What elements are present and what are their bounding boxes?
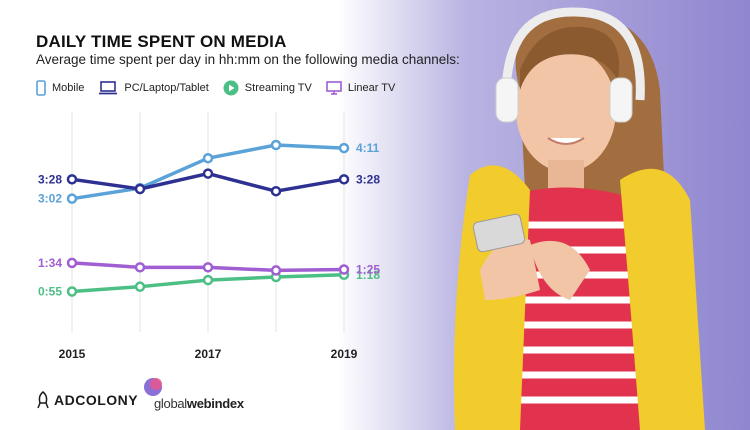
data-label-start-streaming-tv: 0:55 [38, 285, 62, 299]
legend-label-streaming: Streaming TV [244, 82, 312, 94]
data-point-mobile-2017 [202, 152, 214, 164]
data-point-linear-tv-2015 [66, 257, 78, 269]
data-point-streaming-tv-2017 [202, 274, 214, 286]
x-tick-label-2019: 2019 [331, 347, 358, 361]
data-point-pc-laptop-tablet-2015 [66, 174, 78, 185]
data-label-start-linear-tv: 1:34 [38, 256, 62, 270]
data-point-mobile-2018 [270, 139, 282, 151]
data-point-linear-tv-2017 [202, 262, 214, 273]
data-label-end-pc-laptop-tablet: 3:28 [356, 172, 380, 186]
legend-label-mobile: Mobile [52, 82, 85, 94]
adcolony-wordmark: ADCOLONY [54, 392, 139, 408]
play-circle-icon [223, 80, 239, 96]
legend-label-pc: PC/Laptop/Tablet [124, 82, 209, 94]
tv-icon [326, 81, 342, 95]
chart-subtitle: Average time spent per day in hh:mm on t… [36, 52, 460, 67]
legend-item-linear: Linear TV [326, 80, 396, 96]
data-point-linear-tv-2019 [338, 264, 350, 275]
data-point-streaming-tv-2015 [66, 286, 78, 297]
chart-title: DAILY TIME SPENT ON MEDIA [36, 32, 287, 51]
legend-label-linear: Linear TV [347, 82, 396, 94]
data-point-linear-tv-2018 [270, 265, 282, 276]
legend-item-pc: PC/Laptop/Tablet [98, 81, 209, 95]
data-label-end-linear-tv: 1:25 [356, 263, 380, 277]
x-tick-label-2017: 2017 [195, 347, 222, 361]
laptop-icon [99, 81, 118, 95]
data-point-linear-tv-2016 [134, 262, 146, 273]
data-point-pc-laptop-tablet-2018 [270, 185, 282, 197]
data-point-mobile-2019 [338, 142, 350, 154]
data-point-pc-laptop-tablet-2016 [134, 183, 146, 195]
x-tick-label-2015: 2015 [59, 347, 86, 361]
data-point-streaming-tv-2016 [134, 281, 146, 292]
gwi-wordmark-light: global [154, 396, 187, 411]
data-point-mobile-2015 [66, 193, 78, 204]
data-point-pc-laptop-tablet-2019 [338, 174, 350, 185]
mobile-icon [36, 80, 46, 96]
data-label-start-mobile: 3:02 [38, 192, 62, 206]
chart-legend: Mobile PC/Laptop/Tablet Streaming TV Lin… [36, 78, 395, 98]
legend-item-mobile: Mobile [36, 80, 84, 96]
data-label-end-mobile: 4:11 [356, 141, 380, 155]
legend-item-streaming: Streaming TV [223, 80, 312, 96]
adcolony-logo: ADCOLONY [36, 391, 138, 409]
rocket-icon [37, 391, 49, 409]
data-label-end-streaming-tv: 1:18 [356, 268, 380, 282]
gwi-wordmark-bold: webindex [186, 396, 244, 411]
data-point-pc-laptop-tablet-2017 [202, 168, 214, 179]
gwi-globe-icon [144, 378, 162, 396]
data-label-start-pc-laptop-tablet: 3:28 [38, 172, 62, 186]
